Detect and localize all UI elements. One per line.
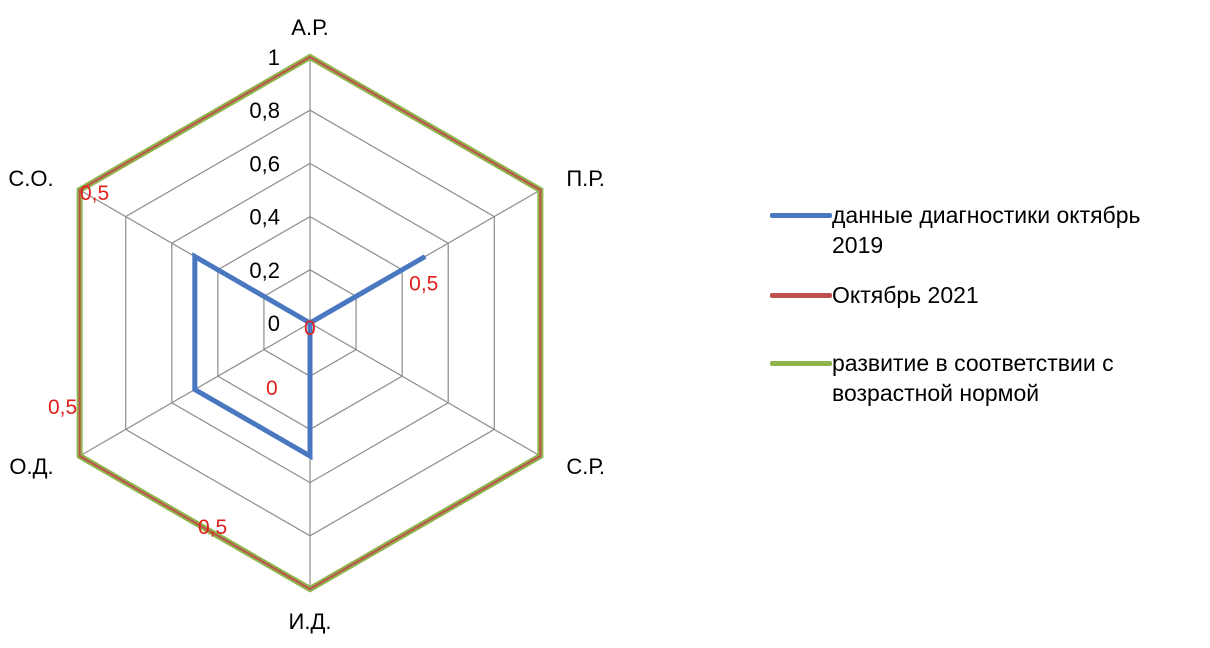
tick-label: 0 bbox=[268, 311, 280, 336]
tick-label: 1 bbox=[268, 45, 280, 70]
legend-label-2019: данные диагностики октябрь 2019 bbox=[832, 202, 1141, 258]
legend-label-2021: Октябрь 2021 bbox=[832, 282, 979, 308]
tick-label: 0,6 bbox=[249, 151, 280, 176]
axis-label: А.Р. bbox=[291, 15, 328, 40]
grid-spoke bbox=[309, 322, 541, 457]
tick-label: 0,8 bbox=[249, 98, 280, 123]
series-line-1 bbox=[78, 55, 542, 591]
legend-swatch-norm bbox=[770, 361, 832, 366]
legend-item-2019: данные диагностики октябрь 2019 bbox=[770, 200, 1200, 260]
axis-label: И.Д. bbox=[289, 609, 332, 634]
data-label: 0 bbox=[304, 317, 316, 340]
legend-label-norm: развитие в соответствии с возрастной нор… bbox=[832, 350, 1114, 406]
legend-item-norm: развитие в соответствии с возрастной нор… bbox=[770, 348, 1200, 408]
data-label: 0,5 bbox=[409, 273, 438, 296]
axis-label: П.Р. bbox=[566, 166, 605, 191]
chart-legend: данные диагностики октябрь 2019 Октябрь … bbox=[770, 200, 1200, 428]
axis-label: С.Р. bbox=[566, 454, 605, 479]
series-line-0 bbox=[192, 252, 427, 461]
tick-label: 0,2 bbox=[249, 258, 280, 283]
data-label: 0,5 bbox=[80, 182, 109, 205]
data-label: 0,5 bbox=[48, 396, 77, 419]
axis-label: О.Д. bbox=[9, 454, 53, 479]
legend-item-2021: Октябрь 2021 bbox=[770, 280, 1200, 310]
data-label: 0 bbox=[266, 377, 278, 400]
legend-swatch-2021 bbox=[770, 293, 832, 298]
axis-label: С.О. bbox=[8, 166, 53, 191]
data-label: 0,5 bbox=[198, 516, 227, 539]
tick-label: 0,4 bbox=[249, 205, 280, 230]
legend-swatch-2019 bbox=[770, 213, 832, 218]
